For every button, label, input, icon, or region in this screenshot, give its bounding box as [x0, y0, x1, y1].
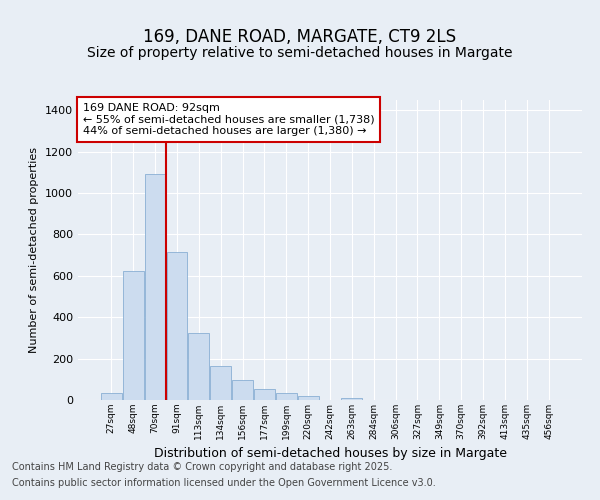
Bar [188, 333, 209, 400]
Bar [101, 393, 122, 400]
Bar [276, 393, 296, 400]
Text: 169, DANE ROAD, MARGATE, CT9 2LS: 169, DANE ROAD, MARGATE, CT9 2LS [143, 28, 457, 46]
Bar [341, 398, 362, 400]
Bar [145, 174, 166, 400]
Bar [123, 270, 143, 400]
Text: 169 DANE ROAD: 92sqm
← 55% of semi-detached houses are smaller (1,738)
44% of se: 169 DANE ROAD: 92sqm ← 55% of semi-detac… [83, 103, 374, 136]
Text: Contains public sector information licensed under the Open Government Licence v3: Contains public sector information licen… [12, 478, 436, 488]
Bar [232, 380, 253, 400]
Text: Size of property relative to semi-detached houses in Margate: Size of property relative to semi-detach… [87, 46, 513, 60]
Bar [298, 396, 319, 400]
Y-axis label: Number of semi-detached properties: Number of semi-detached properties [29, 147, 40, 353]
Bar [167, 252, 187, 400]
X-axis label: Distribution of semi-detached houses by size in Margate: Distribution of semi-detached houses by … [154, 448, 506, 460]
Bar [254, 388, 275, 400]
Text: Contains HM Land Registry data © Crown copyright and database right 2025.: Contains HM Land Registry data © Crown c… [12, 462, 392, 472]
Bar [210, 366, 231, 400]
